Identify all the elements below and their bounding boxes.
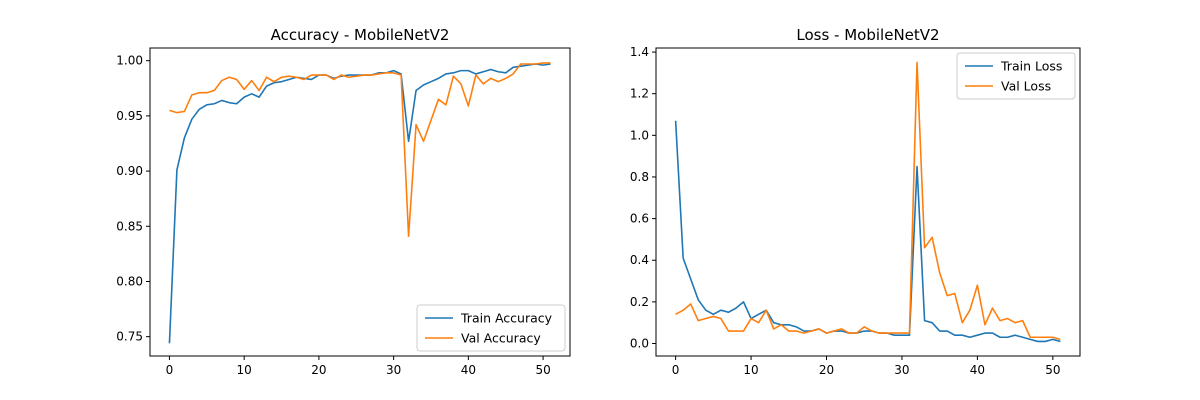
chart2-x-tick-label: 0	[672, 363, 680, 377]
chart1-group: 0 10 20 30 40 50 0.75 0.80 0.85 0.90 0.95 1.00 Accur…	[116, 26, 571, 377]
chart2-y-tick-label: 0.6	[630, 212, 649, 226]
chart2-x-tick-label: 40	[970, 363, 985, 377]
chart2-y-tick-label: 1.4	[630, 45, 649, 59]
chart1-y-tick-label: 0.95	[116, 109, 143, 123]
chart2-legend-box	[956, 52, 1076, 100]
chart1-y-tick-label: 0.90	[116, 164, 143, 178]
chart2-y-tick-label: 0.8	[630, 170, 649, 184]
chart2-title: Loss - MobileNetV2	[796, 26, 939, 44]
chart1-x-tick-label: 20	[311, 363, 326, 377]
chart2-x-tick-label: 10	[743, 363, 758, 377]
chart1-y-tick-label: 1.00	[116, 54, 143, 68]
chart2-group: 0 10 20 30 40 50 0.0 0.2 0.4 0.6 0.8 1.0 1.2 1.4 Loss …	[630, 26, 1081, 377]
chart2-x-tick-label: 20	[819, 363, 834, 377]
chart2-legend-label: Val Loss	[1001, 79, 1051, 94]
chart1-y-tick-label: 0.75	[116, 330, 143, 344]
chart1-y-tick-label: 0.80	[116, 274, 143, 288]
chart2-axes-frame	[655, 47, 1081, 357]
chart1-series-val-accuracy-line	[169, 62, 551, 238]
chart2-x-tick-label: 50	[1045, 363, 1060, 377]
chart1-legend-label: Train Accuracy	[460, 311, 553, 326]
chart1-legend-box	[416, 304, 566, 352]
chart2-y-tick-label: 0.0	[630, 337, 649, 351]
chart1-x-tick-label: 40	[461, 363, 476, 377]
chart1-x-tick-label: 10	[237, 363, 252, 377]
chart2-y-tick-label: 1.2	[630, 87, 649, 101]
chart1-x-tick-label: 0	[166, 363, 174, 377]
chart2-y-tick-label: 0.4	[630, 253, 649, 267]
chart2-series-train-loss-line	[674, 120, 1061, 343]
chart2-x-tick-label: 30	[894, 363, 909, 377]
chart2-legend-label: Train Loss	[1000, 59, 1062, 74]
chart1-title: Accuracy - MobileNetV2	[271, 26, 450, 44]
chart1-x-tick-label: 30	[386, 363, 401, 377]
chart1-y-tick-label: 0.85	[116, 219, 143, 233]
chart2-series-val-loss-line	[675, 61, 1061, 341]
chart2-y-tick-label: 1.0	[630, 128, 649, 142]
chart1-legend-label: Val Accuracy	[461, 331, 541, 346]
chart2-y-tick-label: 0.2	[630, 295, 649, 309]
chart1-x-tick-label: 50	[535, 363, 550, 377]
chart1-axes-frame	[149, 47, 571, 357]
